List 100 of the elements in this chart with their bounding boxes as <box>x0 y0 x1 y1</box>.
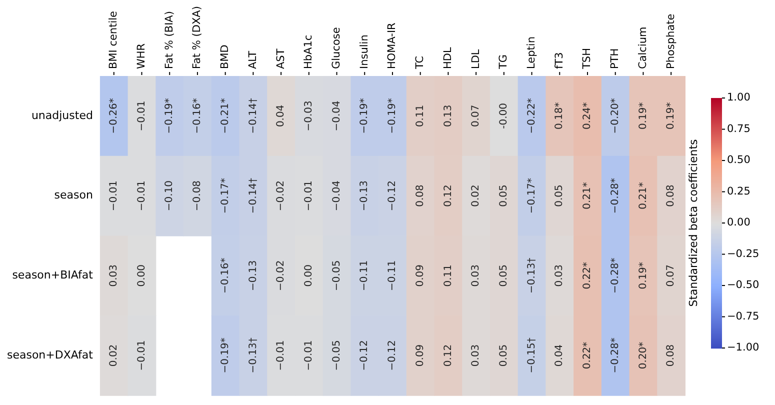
x-tick-label: Phosphate <box>664 14 677 69</box>
data-label: −0.22* <box>526 98 538 134</box>
data-label: −0.01 <box>136 340 148 371</box>
data-label: 0.12 <box>442 184 454 207</box>
y-tick-label: season+BIAfat <box>12 268 94 282</box>
data-label: 0.03 <box>554 264 566 287</box>
data-label: 0.04 <box>276 104 287 128</box>
data-label: −0.04 <box>331 180 342 212</box>
data-label: 0.22* <box>582 262 594 290</box>
data-label: -0.00 <box>498 102 510 129</box>
data-label: 0.12 <box>442 344 454 367</box>
color-bar-label: 0.25 <box>727 185 750 198</box>
data-label: −0.01 <box>303 340 314 371</box>
data-label: 0.21* <box>638 182 649 210</box>
data-label: −0.15† <box>526 338 538 374</box>
data-label: −0.26* <box>108 98 120 134</box>
x-tick-label: TG <box>498 54 510 70</box>
data-label: −0.28* <box>610 178 621 214</box>
data-label: 0.11 <box>442 264 454 287</box>
color-bar-label: −0.75 <box>727 310 760 322</box>
x-tick-label: Fat % (BIA) <box>163 11 176 69</box>
data-label: 0.19* <box>638 262 649 290</box>
data-label: −0.12 <box>387 340 398 371</box>
data-label: 0.18* <box>554 102 566 130</box>
data-label: −0.20* <box>610 98 621 134</box>
x-tick-label: HOMA-IR <box>386 22 398 69</box>
data-label: 0.02 <box>470 184 482 207</box>
x-tick-label: fT3 <box>553 52 566 69</box>
data-label: −0.11 <box>359 260 370 291</box>
data-label: 0.09 <box>414 344 426 367</box>
x-tick-label: BMI centile <box>108 11 120 69</box>
color-bar-label: 0.75 <box>727 122 750 135</box>
x-tick-label: AST <box>274 48 287 69</box>
x-tick-label: Insulin <box>358 34 370 69</box>
x-tick-label: Glucose <box>330 27 342 69</box>
data-label: −0.19* <box>359 98 370 134</box>
color-bar-label: 0.00 <box>727 216 750 229</box>
x-tick-label: Calcium <box>636 26 649 69</box>
data-label: −0.17* <box>526 178 538 214</box>
data-label: −0.01 <box>303 180 314 212</box>
data-label: 0.03 <box>470 344 482 367</box>
data-label: −0.13 <box>359 180 370 212</box>
data-label: −0.01 <box>136 100 148 132</box>
y-tick-label: unadjusted <box>31 108 93 122</box>
data-label: −0.12 <box>359 340 370 371</box>
data-label: 0.05 <box>554 184 566 207</box>
data-label: −0.03 <box>303 100 314 132</box>
color-bar-label: −0.50 <box>727 279 760 292</box>
data-label: −0.01 <box>108 180 120 212</box>
color-bar-label: −1.00 <box>727 342 760 354</box>
color-bar-label: 1.00 <box>727 92 750 104</box>
data-label: 0.19* <box>666 102 677 130</box>
data-label: −0.10 <box>164 180 176 212</box>
data-label: −0.19* <box>387 98 398 134</box>
data-label: −0.05 <box>331 340 342 371</box>
x-tick-label: TC <box>414 56 426 70</box>
data-label: −0.08 <box>192 180 204 212</box>
data-label: 0.09 <box>414 264 426 287</box>
x-tick-label: WHR <box>135 43 148 69</box>
data-label: 0.03 <box>108 264 120 287</box>
data-label: −0.28* <box>610 258 621 294</box>
data-label: −0.14† <box>248 178 259 214</box>
data-label: 0.24* <box>582 102 594 130</box>
data-label: −0.01 <box>276 340 287 371</box>
data-label: −0.04 <box>331 100 342 132</box>
data-label: −0.01 <box>136 180 148 212</box>
data-label: 0.03 <box>470 264 482 287</box>
data-label: −0.19* <box>220 338 231 374</box>
data-label: −0.14† <box>248 98 259 134</box>
data-label: 0.04 <box>554 344 566 367</box>
x-tick-label: TSH <box>581 48 594 70</box>
data-label: 0.20* <box>638 342 649 370</box>
x-tick-label: HbA1c <box>302 34 315 69</box>
data-label: −0.02 <box>276 260 287 291</box>
data-label: 0.07 <box>666 264 677 287</box>
color-bar-label: −0.25 <box>727 248 760 260</box>
data-label: 0.19* <box>638 102 649 130</box>
data-label: 0.11 <box>414 104 426 128</box>
data-label: 0.22* <box>582 342 594 370</box>
data-label: −0.11 <box>387 260 398 291</box>
data-label: −0.13 <box>248 260 259 291</box>
data-label: −0.16* <box>192 98 204 134</box>
data-label: 0.05 <box>498 344 510 367</box>
x-tick-label: Leptin <box>526 36 538 69</box>
x-tick-label: ALT <box>246 50 259 69</box>
data-label: −0.16* <box>220 258 231 294</box>
data-label: 0.08 <box>666 184 677 207</box>
x-tick-label: LDL <box>470 49 482 69</box>
data-label: 0.02 <box>108 344 120 367</box>
data-label: 0.00 <box>303 264 314 287</box>
data-label: 0.07 <box>470 104 482 128</box>
data-label: −0.21* <box>220 98 231 134</box>
data-label: 0.13 <box>442 104 454 128</box>
data-label: −0.05 <box>331 260 342 291</box>
color-bar-title: Standardized beta coefficients <box>686 138 700 307</box>
x-tick-label: Fat % (DXA) <box>191 6 204 69</box>
data-label: −0.28* <box>610 338 621 374</box>
color-bar-label: 0.50 <box>727 154 750 166</box>
data-label: −0.13† <box>526 258 538 294</box>
data-label: −0.12 <box>387 180 398 212</box>
